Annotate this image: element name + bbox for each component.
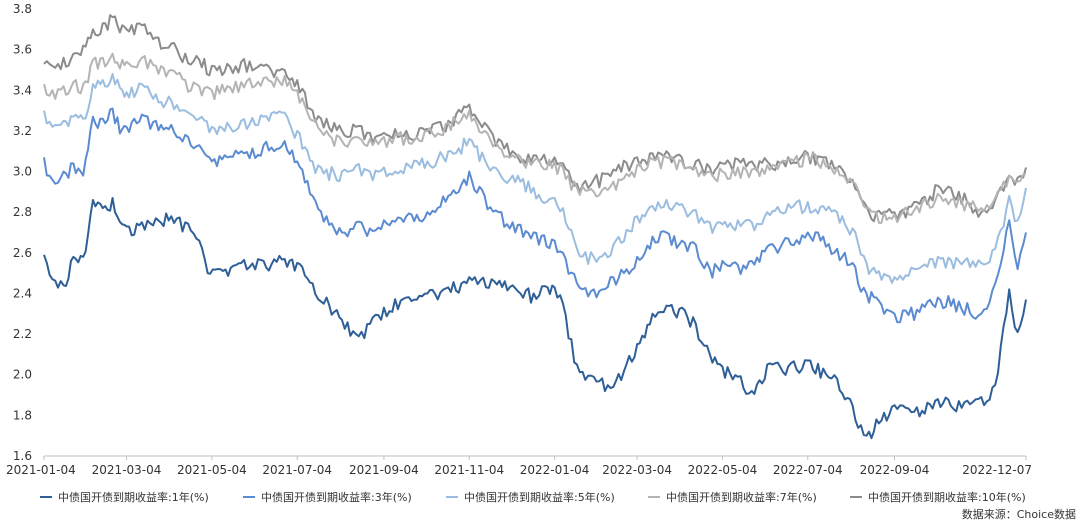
x-tick-label: 2021-05-04 bbox=[177, 463, 247, 477]
x-tick-label: 2021-03-04 bbox=[92, 463, 162, 477]
legend-item: 中债国开债到期收益率:1年(%) bbox=[40, 490, 209, 504]
legend-label: 中债国开债到期收益率:10年(%) bbox=[868, 490, 1026, 504]
series-line-3 bbox=[43, 73, 1027, 284]
y-tick-label: 3.4 bbox=[13, 83, 32, 97]
x-tick-label: 2022-01-04 bbox=[520, 463, 590, 477]
legend-label: 中债国开债到期收益率:1年(%) bbox=[58, 490, 209, 504]
x-tick-label: 2021-01-04 bbox=[6, 463, 76, 477]
series-lines bbox=[43, 14, 1027, 440]
y-axis: 1.6 1.8 2.0 2.2 2.4 2.6 2.8 3.0 3.2 3.4 3.6 3.8 bbox=[13, 2, 32, 463]
legend: 中债国开债到期收益率:1年(%) 中债国开债到期收益率:3年(%) 中债国开债到期收… bbox=[40, 490, 1026, 504]
legend-label: 中债国开债到期收益率:7年(%) bbox=[666, 490, 817, 504]
legend-item: 中债国开债到期收益率:7年(%) bbox=[648, 490, 817, 504]
x-tick-label: 2022-09-04 bbox=[860, 463, 930, 477]
legend-label: 中债国开债到期收益率:5年(%) bbox=[464, 490, 615, 504]
y-tick-label: 3.0 bbox=[13, 165, 32, 179]
y-tick-label: 2.6 bbox=[13, 246, 32, 260]
y-tick-label: 3.8 bbox=[13, 2, 32, 16]
y-tick-label: 3.6 bbox=[13, 43, 32, 57]
x-tick-label: 2021-11-04 bbox=[434, 463, 504, 477]
x-tick-label: 2022-07-04 bbox=[773, 463, 843, 477]
legend-item: 中债国开债到期收益率:3年(%) bbox=[243, 490, 412, 504]
source-note: 数据来源：Choice数据 bbox=[962, 507, 1076, 521]
y-tick-label: 2.2 bbox=[13, 327, 32, 341]
series-line-1 bbox=[43, 196, 1027, 440]
y-tick-label: 1.6 bbox=[13, 449, 32, 463]
series-line-2 bbox=[43, 107, 1027, 324]
series-line-4 bbox=[43, 52, 1027, 224]
x-tick-label: 2022-05-04 bbox=[688, 463, 758, 477]
y-tick-label: 2.8 bbox=[13, 205, 32, 219]
x-axis: 2021-01-04 2021-03-04 2021-05-04 2021-07-04… bbox=[6, 455, 1032, 477]
y-tick-label: 1.8 bbox=[13, 408, 32, 422]
x-tick-label: 2022-03-04 bbox=[602, 463, 672, 477]
legend-label: 中债国开债到期收益率:3年(%) bbox=[261, 490, 412, 504]
legend-item: 中债国开债到期收益率:10年(%) bbox=[850, 490, 1026, 504]
x-tick-label: 2021-09-04 bbox=[349, 463, 419, 477]
x-tick-label: 2021-07-04 bbox=[262, 463, 332, 477]
y-tick-label: 2.0 bbox=[13, 368, 32, 382]
x-tick-label: 2022-12-07 bbox=[962, 463, 1032, 477]
y-tick-label: 2.4 bbox=[13, 286, 32, 300]
y-tick-label: 3.2 bbox=[13, 124, 32, 138]
legend-item: 中债国开债到期收益率:5年(%) bbox=[446, 490, 615, 504]
